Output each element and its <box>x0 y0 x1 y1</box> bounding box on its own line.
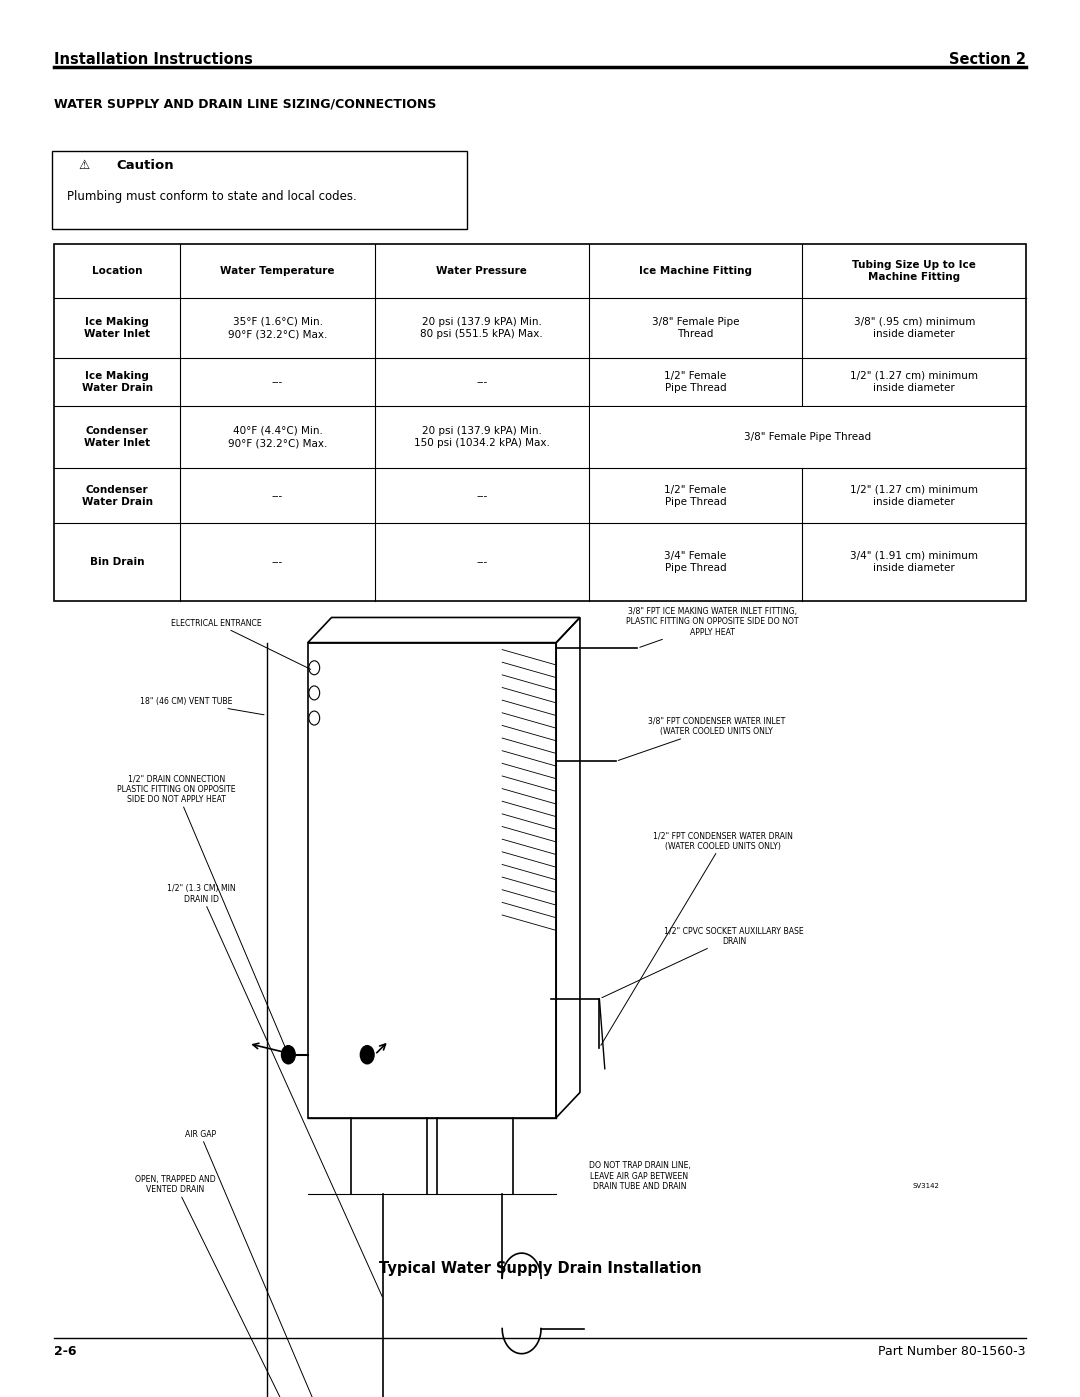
Text: Bin Drain: Bin Drain <box>90 557 145 567</box>
Text: 1/2" FPT CONDENSER WATER DRAIN
(WATER COOLED UNITS ONLY): 1/2" FPT CONDENSER WATER DRAIN (WATER CO… <box>600 831 794 1045</box>
Text: 3/8" Female Pipe Thread: 3/8" Female Pipe Thread <box>744 432 870 441</box>
Text: 1/2" (1.3 CM) MIN
DRAIN ID: 1/2" (1.3 CM) MIN DRAIN ID <box>166 884 382 1296</box>
Text: SV3142: SV3142 <box>913 1183 940 1189</box>
Text: Ice Making
Water Drain: Ice Making Water Drain <box>82 370 152 393</box>
Text: AIR GAP: AIR GAP <box>185 1130 382 1397</box>
Text: 1/2" CPVC SOCKET AUXILLARY BASE
DRAIN: 1/2" CPVC SOCKET AUXILLARY BASE DRAIN <box>602 926 804 997</box>
Bar <box>308 643 556 1118</box>
Text: Installation Instructions: Installation Instructions <box>54 52 253 67</box>
Text: 1/2" Female
Pipe Thread: 1/2" Female Pipe Thread <box>664 370 727 393</box>
Text: 3/8" (.95 cm) minimum
inside diameter: 3/8" (.95 cm) minimum inside diameter <box>853 317 975 339</box>
Text: 3/8" Female Pipe
Thread: 3/8" Female Pipe Thread <box>651 317 740 339</box>
Text: OPEN, TRAPPED AND
VENTED DRAIN: OPEN, TRAPPED AND VENTED DRAIN <box>135 1175 377 1397</box>
Text: Water Temperature: Water Temperature <box>220 267 335 277</box>
Text: DO NOT TRAP DRAIN LINE,
LEAVE AIR GAP BETWEEN
DRAIN TUBE AND DRAIN: DO NOT TRAP DRAIN LINE, LEAVE AIR GAP BE… <box>589 1161 690 1192</box>
Text: Water Pressure: Water Pressure <box>436 267 527 277</box>
Text: Condenser
Water Inlet: Condenser Water Inlet <box>84 426 150 448</box>
Text: Condenser
Water Drain: Condenser Water Drain <box>82 485 152 507</box>
Text: Typical Water Supply Drain Installation: Typical Water Supply Drain Installation <box>379 1261 701 1275</box>
Text: 1/2" (1.27 cm) minimum
inside diameter: 1/2" (1.27 cm) minimum inside diameter <box>850 485 978 507</box>
Text: 3/4" (1.91 cm) minimum
inside diameter: 3/4" (1.91 cm) minimum inside diameter <box>850 550 978 573</box>
Text: WATER SUPPLY AND DRAIN LINE SIZING/CONNECTIONS: WATER SUPPLY AND DRAIN LINE SIZING/CONNE… <box>54 98 436 110</box>
Text: 40°F (4.4°C) Min.
90°F (32.2°C) Max.: 40°F (4.4°C) Min. 90°F (32.2°C) Max. <box>228 426 327 448</box>
Circle shape <box>281 1045 296 1065</box>
Text: 2-6: 2-6 <box>54 1345 77 1358</box>
Text: ---: --- <box>476 377 487 387</box>
Text: 20 psi (137.9 kPA) Min.
150 psi (1034.2 kPA) Max.: 20 psi (137.9 kPA) Min. 150 psi (1034.2 … <box>414 426 550 448</box>
Text: 35°F (1.6°C) Min.
90°F (32.2°C) Max.: 35°F (1.6°C) Min. 90°F (32.2°C) Max. <box>228 317 327 339</box>
Text: Ice Machine Fitting: Ice Machine Fitting <box>639 267 752 277</box>
Text: Section 2: Section 2 <box>949 52 1026 67</box>
Text: ---: --- <box>476 557 487 567</box>
Text: Part Number 80-1560-3: Part Number 80-1560-3 <box>878 1345 1026 1358</box>
Text: 1/2" DRAIN CONNECTION
PLASTIC FITTING ON OPPOSITE
SIDE DO NOT APPLY HEAT: 1/2" DRAIN CONNECTION PLASTIC FITTING ON… <box>117 774 287 1052</box>
Text: 20 psi (137.9 kPA) Min.
80 psi (551.5 kPA) Max.: 20 psi (137.9 kPA) Min. 80 psi (551.5 kP… <box>420 317 543 339</box>
Text: ---: --- <box>476 490 487 500</box>
Text: ---: --- <box>272 377 283 387</box>
Bar <box>54 244 1026 601</box>
Text: Location: Location <box>92 267 143 277</box>
Text: 3/8" FPT ICE MAKING WATER INLET FITTING,
PLASTIC FITTING ON OPPOSITE SIDE DO NOT: 3/8" FPT ICE MAKING WATER INLET FITTING,… <box>626 606 799 647</box>
Text: ---: --- <box>272 557 283 567</box>
Text: Caution: Caution <box>117 159 174 172</box>
Text: 1/2" (1.27 cm) minimum
inside diameter: 1/2" (1.27 cm) minimum inside diameter <box>850 370 978 393</box>
Text: 18" (46 CM) VENT TUBE: 18" (46 CM) VENT TUBE <box>139 697 264 715</box>
Text: ELECTRICAL ENTRANCE: ELECTRICAL ENTRANCE <box>171 619 311 669</box>
Text: 3/8" FPT CONDENSER WATER INLET
(WATER COOLED UNITS ONLY: 3/8" FPT CONDENSER WATER INLET (WATER CO… <box>618 717 785 760</box>
Circle shape <box>360 1045 375 1065</box>
Bar <box>590 408 1025 467</box>
FancyBboxPatch shape <box>52 151 467 229</box>
Text: Tubing Size Up to Ice
Machine Fitting: Tubing Size Up to Ice Machine Fitting <box>852 260 976 282</box>
Text: Plumbing must conform to state and local codes.: Plumbing must conform to state and local… <box>67 190 356 203</box>
Text: ---: --- <box>272 490 283 500</box>
Text: Ice Making
Water Inlet: Ice Making Water Inlet <box>84 317 150 339</box>
Text: 1/2" Female
Pipe Thread: 1/2" Female Pipe Thread <box>664 485 727 507</box>
Text: ⚠: ⚠ <box>79 159 90 172</box>
Text: 3/4" Female
Pipe Thread: 3/4" Female Pipe Thread <box>664 550 727 573</box>
